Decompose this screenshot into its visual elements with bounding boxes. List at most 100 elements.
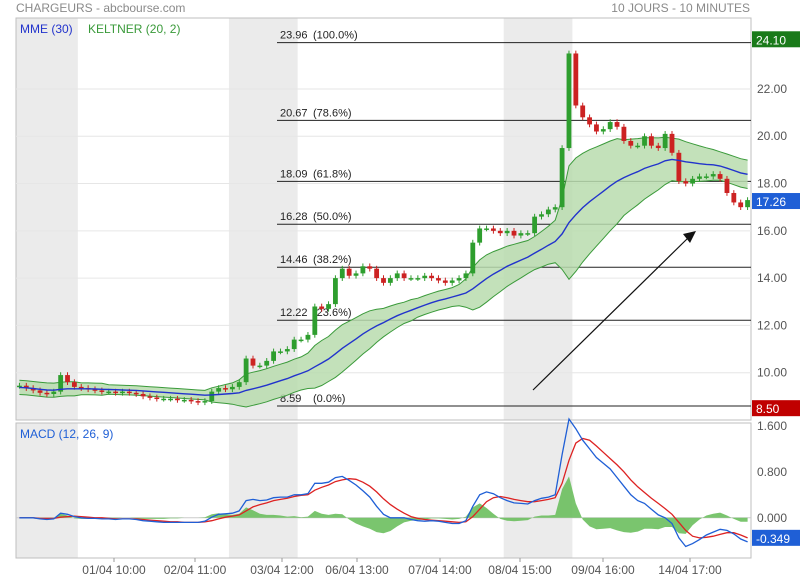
- candle-body: [580, 105, 586, 118]
- candle-body: [229, 386, 235, 390]
- candle-body: [140, 393, 146, 397]
- candle-body: [120, 391, 125, 394]
- candle-body: [161, 398, 167, 401]
- x-tick-label: 01/04 10:00: [82, 563, 146, 577]
- candle-body: [635, 145, 641, 148]
- keltner-channel: [19, 136, 748, 408]
- candle-body: [408, 278, 414, 280]
- candle-body: [106, 391, 112, 394]
- price-tick-label: 12.00: [757, 318, 787, 332]
- candle-body: [305, 334, 311, 340]
- session-band-macd-2: [503, 423, 573, 558]
- candle-body: [532, 216, 538, 234]
- candle-body: [683, 181, 689, 184]
- candle-body: [621, 126, 627, 141]
- candle-body: [545, 209, 551, 215]
- candle-body: [243, 358, 249, 383]
- candle-body: [422, 275, 428, 279]
- candle-body: [216, 388, 222, 392]
- timeframe-label: 10 JOURS - 10 MINUTES: [611, 1, 750, 15]
- legend-mme: MME (30): [20, 22, 73, 36]
- candle-body: [65, 375, 70, 383]
- mme-line-group: [19, 158, 748, 396]
- candle-body: [381, 278, 386, 283]
- candle-body: [463, 273, 469, 279]
- candle-body: [367, 266, 373, 269]
- fib-value-label: 12.22: [280, 307, 308, 319]
- fib-value-label: 23.96: [280, 30, 308, 42]
- candle-body: [559, 148, 565, 208]
- candle-body: [298, 339, 304, 342]
- trend-line: [532, 237, 689, 391]
- candle-body: [662, 133, 668, 149]
- candle-body: [429, 275, 434, 279]
- candle-body: [195, 401, 201, 403]
- candle-body: [504, 230, 510, 234]
- macd-line: [19, 417, 748, 548]
- session-bands: [16, 18, 573, 558]
- candle-body: [566, 53, 572, 149]
- candle-body: [278, 351, 283, 353]
- candle-body: [319, 306, 325, 309]
- macd-tick-label: 1.600: [757, 419, 787, 433]
- price-tick-label: 16.00: [757, 224, 787, 238]
- candle-body: [703, 176, 709, 178]
- candle-body: [133, 392, 139, 395]
- price-tick-label: 14.00: [757, 271, 787, 285]
- candle-body: [655, 145, 661, 149]
- candle-body: [436, 278, 441, 281]
- tag-low-bg: [752, 400, 800, 417]
- fib-value-label: 20.67: [280, 107, 308, 119]
- candle-body: [154, 397, 160, 400]
- tag-last-bg: [752, 193, 800, 210]
- macd-signal-line: [19, 437, 748, 539]
- session-band-price-0: [16, 18, 78, 420]
- candle-body: [126, 391, 132, 394]
- x-tick-label: 02/04 11:00: [164, 563, 227, 577]
- fib-pct-label: (100.0%): [313, 30, 358, 42]
- session-band-macd-1: [228, 423, 298, 558]
- candle-body: [491, 228, 496, 231]
- legend-keltner: KELTNER (20, 2): [88, 22, 180, 36]
- candle-body: [99, 390, 105, 392]
- candle-body: [58, 375, 64, 392]
- y-axis-labels: 10.00 12.00 14.00 16.00 18.00 20.00 22.00 0.000…: [757, 82, 787, 525]
- session-band-macd-0: [16, 423, 78, 558]
- candle-body: [470, 242, 476, 274]
- fib-pct-label: (38.2%): [313, 254, 352, 266]
- candle-body: [92, 389, 98, 391]
- legend-macd: MACD (12, 26, 9): [20, 427, 113, 441]
- candle-body: [717, 174, 723, 179]
- candle-body: [497, 230, 503, 234]
- candle-body: [17, 385, 22, 388]
- fib-pct-label: (50.0%): [313, 211, 352, 223]
- candle-body: [147, 396, 153, 398]
- tag-last: 17.26: [756, 195, 786, 209]
- candle-body: [552, 207, 558, 210]
- candle-body: [30, 388, 36, 391]
- candle-body: [333, 278, 338, 305]
- candle-body: [346, 268, 352, 276]
- candle-body: [44, 392, 50, 395]
- candle-body: [456, 278, 462, 281]
- candle-body: [188, 399, 194, 402]
- macd-panel-frame: [15, 422, 752, 559]
- candle-body: [477, 228, 483, 243]
- candle-body: [724, 178, 730, 193]
- fib-pct-label: (78.6%): [313, 107, 352, 119]
- candle-body: [401, 273, 407, 279]
- candle-body: [600, 129, 606, 132]
- candle-body: [573, 53, 579, 106]
- candle-body: [731, 192, 737, 203]
- candle-body: [250, 358, 256, 366]
- candle-body: [614, 122, 620, 127]
- x-tick-label: 03/04 12:00: [250, 563, 314, 577]
- x-tick-label: 14/04 17:00: [658, 563, 722, 577]
- fib-pct-label: (0.0%): [313, 393, 345, 405]
- price-tags: 24.10 17.26 8.50 -0.349: [752, 31, 800, 546]
- candle-body: [710, 174, 716, 177]
- candle-body: [539, 214, 544, 217]
- candle-body: [676, 152, 682, 182]
- candle-body: [484, 228, 489, 230]
